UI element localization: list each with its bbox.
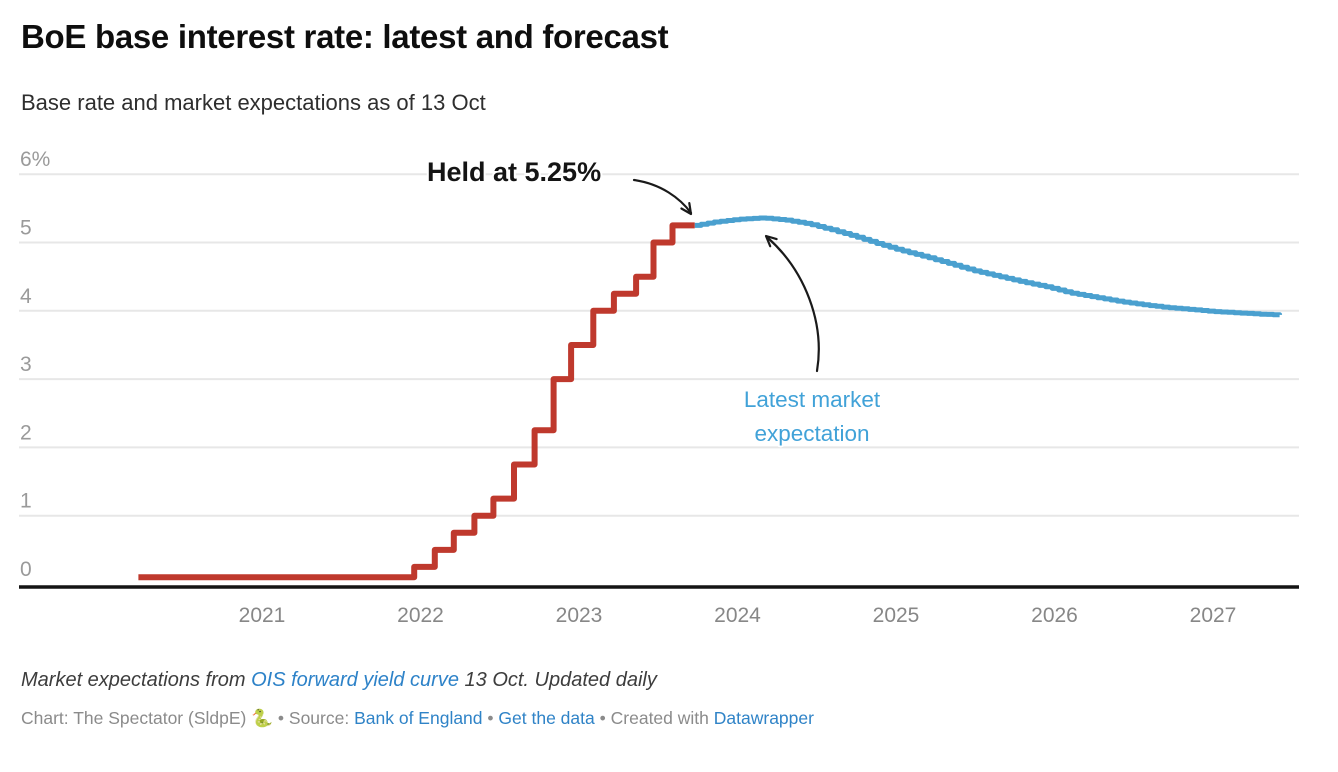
svg-text:2023: 2023: [556, 604, 603, 627]
svg-text:6%: 6%: [20, 148, 50, 171]
svg-text:2026: 2026: [1031, 604, 1078, 627]
svg-text:2027: 2027: [1190, 604, 1237, 627]
created-with-label: Created with: [610, 708, 709, 728]
svg-text:3: 3: [20, 353, 32, 376]
svg-text:2024: 2024: [714, 604, 761, 627]
source-label: Source:: [288, 708, 350, 728]
annotation-held-at-rate: Held at 5.25%: [427, 157, 602, 187]
svg-text:2: 2: [20, 421, 32, 444]
svg-text:4: 4: [20, 285, 32, 308]
annotation-latest-market-expectation: Latest market expectation: [706, 383, 918, 451]
attribution-line: Chart: The Spectator (SldpE) 🐍 • Source:…: [21, 708, 814, 729]
footnote-text-suffix: 13 Oct. Updated daily: [464, 669, 657, 691]
footnote-text: Market expectations from: [21, 669, 246, 691]
chart-credit: Chart: The Spectator (SldpE): [21, 708, 247, 728]
bank-of-england-link[interactable]: Bank of England: [354, 708, 483, 728]
annotation-latest-line1: Latest market: [743, 387, 881, 412]
separator-dot: •: [599, 708, 606, 728]
snake-emoji-icon: 🐍: [251, 708, 274, 728]
svg-text:0: 0: [20, 558, 32, 581]
svg-text:5: 5: [20, 217, 32, 240]
svg-text:2022: 2022: [397, 604, 444, 627]
svg-text:2021: 2021: [239, 604, 286, 627]
separator-dot: •: [277, 708, 285, 728]
chart-subtitle: Base rate and market expectations as of …: [21, 90, 486, 115]
ois-forward-yield-curve-link[interactable]: OIS forward yield curve: [251, 669, 459, 691]
page-title: BoE base interest rate: latest and forec…: [21, 18, 669, 55]
datawrapper-link[interactable]: Datawrapper: [713, 708, 814, 728]
get-the-data-link[interactable]: Get the data: [498, 708, 595, 728]
footnote: Market expectations from OIS forward yie…: [21, 669, 657, 692]
separator-dot: •: [487, 708, 494, 728]
annotation-latest-line2: expectation: [754, 421, 870, 446]
svg-text:2025: 2025: [873, 604, 920, 627]
svg-text:1: 1: [20, 490, 32, 513]
